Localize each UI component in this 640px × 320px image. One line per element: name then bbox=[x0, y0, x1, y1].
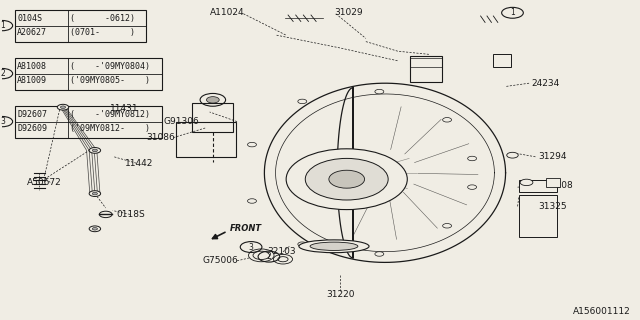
Text: 31220: 31220 bbox=[326, 290, 355, 299]
Text: FRONT: FRONT bbox=[229, 224, 262, 233]
Circle shape bbox=[443, 117, 452, 122]
Text: 0104S: 0104S bbox=[17, 14, 42, 23]
Circle shape bbox=[298, 242, 307, 246]
Circle shape bbox=[248, 142, 257, 147]
Text: A11024: A11024 bbox=[210, 8, 244, 17]
Circle shape bbox=[60, 106, 65, 108]
Circle shape bbox=[278, 257, 288, 262]
Text: 31294: 31294 bbox=[538, 152, 566, 161]
Text: 1: 1 bbox=[0, 21, 5, 30]
Circle shape bbox=[92, 149, 97, 152]
Circle shape bbox=[298, 99, 307, 104]
Circle shape bbox=[468, 185, 477, 189]
Circle shape bbox=[468, 156, 477, 161]
Text: A81009: A81009 bbox=[17, 76, 47, 85]
Text: D92607: D92607 bbox=[17, 110, 47, 119]
Text: A156001112: A156001112 bbox=[573, 307, 630, 316]
Text: G75006: G75006 bbox=[203, 256, 238, 265]
Circle shape bbox=[375, 252, 384, 256]
Ellipse shape bbox=[310, 242, 358, 251]
Text: 31325: 31325 bbox=[538, 202, 566, 211]
Bar bbox=[519, 195, 557, 237]
Text: 3: 3 bbox=[249, 243, 253, 252]
Circle shape bbox=[92, 192, 97, 195]
Text: (    -'09MY0812): ( -'09MY0812) bbox=[70, 110, 150, 119]
Text: 24234: 24234 bbox=[532, 79, 560, 88]
Circle shape bbox=[248, 249, 274, 262]
Text: 11431: 11431 bbox=[109, 104, 138, 113]
Circle shape bbox=[286, 149, 407, 210]
Text: (    -'09MY0804): ( -'09MY0804) bbox=[70, 62, 150, 71]
Circle shape bbox=[329, 170, 365, 188]
Circle shape bbox=[89, 191, 100, 196]
Circle shape bbox=[520, 179, 533, 186]
Bar bbox=[15, 10, 146, 42]
Circle shape bbox=[248, 199, 257, 203]
Ellipse shape bbox=[299, 240, 369, 253]
Text: 3: 3 bbox=[0, 117, 5, 126]
Circle shape bbox=[89, 148, 100, 153]
Text: 32103: 32103 bbox=[267, 247, 296, 256]
Circle shape bbox=[507, 152, 518, 158]
Text: A50672: A50672 bbox=[27, 178, 61, 187]
Bar bbox=[176, 122, 236, 157]
Circle shape bbox=[375, 89, 384, 94]
Circle shape bbox=[200, 93, 225, 106]
Text: ('09MY0812-    ): ('09MY0812- ) bbox=[70, 124, 150, 133]
Text: 2: 2 bbox=[0, 69, 5, 78]
Circle shape bbox=[207, 97, 220, 103]
Text: A81008: A81008 bbox=[17, 62, 47, 71]
Text: ('09MY0805-    ): ('09MY0805- ) bbox=[70, 76, 150, 85]
Circle shape bbox=[253, 251, 269, 260]
Bar bbox=[519, 180, 557, 192]
Circle shape bbox=[57, 104, 68, 110]
Text: 1: 1 bbox=[510, 8, 515, 17]
Text: A20627: A20627 bbox=[17, 28, 47, 37]
Text: 31029: 31029 bbox=[334, 8, 363, 17]
Text: 2: 2 bbox=[267, 252, 271, 261]
Bar bbox=[493, 54, 511, 67]
Circle shape bbox=[273, 254, 292, 264]
Text: G91306: G91306 bbox=[163, 117, 199, 126]
Bar bbox=[410, 56, 442, 82]
Text: 31086: 31086 bbox=[146, 133, 175, 142]
Text: 0118S: 0118S bbox=[116, 210, 145, 219]
Text: 11442: 11442 bbox=[125, 159, 153, 168]
Bar bbox=[15, 106, 162, 138]
Circle shape bbox=[89, 226, 100, 232]
Bar bbox=[192, 103, 233, 132]
Text: (      -0612): ( -0612) bbox=[70, 14, 135, 23]
Circle shape bbox=[305, 158, 388, 200]
Text: D92609: D92609 bbox=[17, 124, 47, 133]
Bar bbox=[15, 58, 162, 90]
Circle shape bbox=[443, 224, 452, 228]
Circle shape bbox=[99, 211, 112, 218]
Text: G91108: G91108 bbox=[538, 181, 573, 190]
Bar bbox=[546, 178, 559, 187]
Text: (0701-      ): (0701- ) bbox=[70, 28, 135, 37]
Circle shape bbox=[92, 228, 97, 230]
